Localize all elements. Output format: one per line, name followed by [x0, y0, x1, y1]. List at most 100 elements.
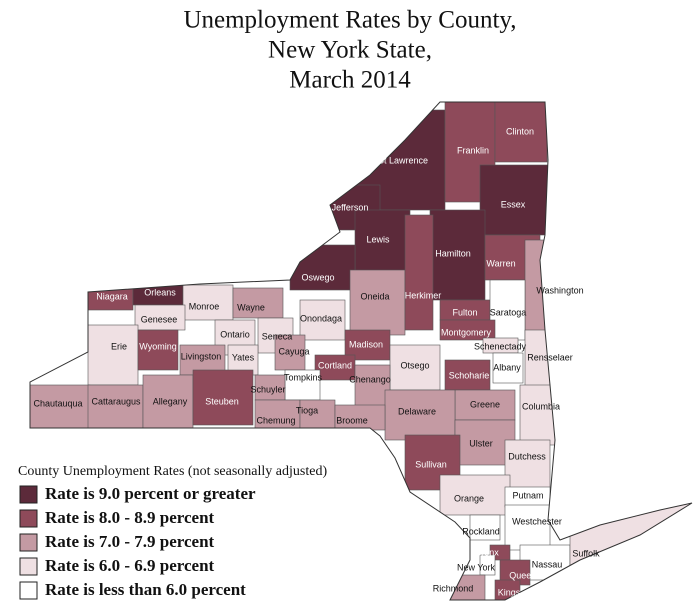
- county: [504, 439, 551, 491]
- county-label: Orleans: [144, 287, 176, 297]
- county: [192, 369, 254, 426]
- county: [254, 374, 286, 401]
- county: [492, 352, 524, 384]
- legend-label: Rate is 7.0 - 7.9 percent: [45, 532, 215, 551]
- county-label: New York: [457, 562, 496, 572]
- county: [404, 214, 434, 331]
- county-label: Putnam: [512, 490, 543, 500]
- county-label: Niagara: [96, 291, 128, 301]
- legend-label: Rate is 9.0 percent or greater: [45, 484, 256, 503]
- legend-label: Rate is less than 6.0 percent: [45, 580, 246, 599]
- county-label: Seneca: [262, 331, 293, 341]
- county: [289, 244, 356, 291]
- county-label: Delaware: [398, 406, 436, 416]
- county: [87, 384, 144, 431]
- county: [142, 374, 194, 431]
- county-label: Dutchess: [508, 451, 546, 461]
- county-label: Fulton: [452, 307, 477, 317]
- county-label: Genesee: [141, 314, 178, 324]
- county-label: Onondaga: [300, 313, 342, 323]
- county-label: Herkimer: [405, 290, 442, 300]
- county: [489, 279, 526, 341]
- legend-swatch: [19, 509, 38, 528]
- county: [274, 334, 306, 371]
- county: [284, 369, 321, 401]
- legend-title: County Unemployment Rates (not seasonall…: [18, 464, 327, 479]
- county: [134, 304, 186, 331]
- county-label: Oswego: [301, 272, 334, 282]
- title-line: Unemployment Rates by County,: [183, 7, 516, 34]
- county-label: Essex: [501, 199, 526, 209]
- county-label: Franklin: [457, 145, 489, 155]
- county: [454, 389, 516, 421]
- county-label: Lewis: [366, 234, 390, 244]
- county-label: Washington: [536, 285, 583, 295]
- county-label: Erie: [111, 341, 127, 351]
- county-label: Madison: [349, 339, 383, 349]
- county-label: Ontario: [220, 329, 250, 339]
- county-label: Hamilton: [435, 248, 471, 258]
- county-label: Wayne: [237, 302, 265, 312]
- county-label: Oneida: [360, 291, 389, 301]
- county-label: Warren: [486, 258, 515, 268]
- county: [444, 359, 491, 391]
- county: [137, 329, 179, 371]
- county-label: Clinton: [506, 126, 534, 136]
- county-label: Cayuga: [278, 346, 309, 356]
- county-label: Tioga: [296, 405, 318, 415]
- county-label: Chemung: [256, 415, 295, 425]
- county: [334, 404, 386, 431]
- county-labels: St Lawrence Franklin Clinton Jefferson Essex…: [33, 126, 600, 597]
- county-label: Westchester: [512, 516, 562, 526]
- county: [494, 102, 548, 163]
- legend: Rate is 9.0 percent or greater Rate is 8.…: [19, 484, 256, 600]
- county-label: Cattaraugus: [91, 396, 141, 406]
- county: [479, 554, 496, 576]
- title-line: March 2014: [289, 67, 411, 94]
- county-label: Columbia: [522, 401, 560, 411]
- county-label: Kings: [498, 587, 521, 597]
- county-label: Livingston: [181, 351, 222, 361]
- county-label: Greene: [470, 399, 500, 409]
- county: [519, 384, 556, 446]
- county-label: Bronx: [475, 547, 499, 557]
- county-label: Tompkins: [284, 372, 323, 382]
- county-label: Sullivan: [415, 459, 447, 469]
- county-label: Schoharie: [449, 370, 490, 380]
- county-label: Rockland: [462, 526, 500, 536]
- county: [349, 269, 406, 336]
- county-label: Rensselaer: [527, 352, 573, 362]
- county: [439, 319, 496, 341]
- county-label: Chautauqua: [33, 398, 82, 408]
- county: [182, 284, 234, 321]
- county-label: St Lawrence: [378, 155, 428, 165]
- state-outline: [29, 101, 693, 601]
- county-label: Jefferson: [332, 202, 369, 212]
- county-label: Schenectady: [474, 341, 527, 351]
- county-label: Yates: [232, 352, 255, 362]
- county-label: Suffolk: [572, 548, 600, 558]
- county: [354, 209, 411, 281]
- legend-label: Rate is 6.0 - 6.9 percent: [45, 556, 215, 575]
- county-label: Schuyler: [250, 384, 285, 394]
- county-label: Allegany: [153, 396, 188, 406]
- legend-swatch: [19, 485, 38, 504]
- county: [232, 287, 284, 319]
- county: [87, 324, 139, 386]
- legend-swatch: [19, 533, 38, 552]
- county-label: Otsego: [400, 360, 429, 370]
- county: [504, 504, 551, 551]
- county-label: Albany: [493, 362, 521, 372]
- county-label: Wyoming: [139, 341, 176, 351]
- county-label: Cortland: [318, 360, 352, 370]
- county-label: Broome: [336, 415, 368, 425]
- county: [299, 299, 346, 341]
- county: [479, 164, 549, 236]
- legend-swatch: [19, 557, 38, 576]
- county-label: Monroe: [189, 301, 220, 311]
- county-label: Orange: [454, 493, 484, 503]
- county-label: Richmond: [433, 583, 474, 593]
- legend-swatch: [19, 581, 38, 600]
- county-regions: [30, 102, 692, 600]
